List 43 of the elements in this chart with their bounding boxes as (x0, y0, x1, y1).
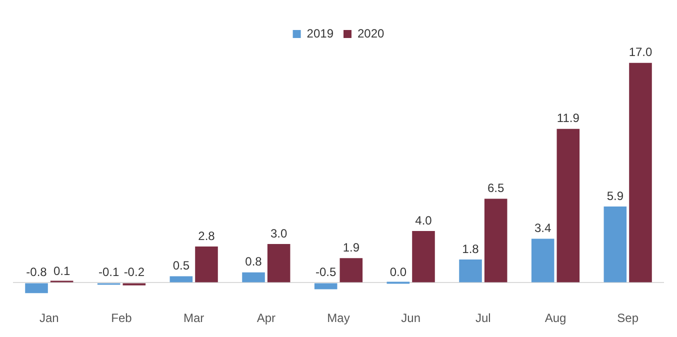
bar (412, 231, 435, 282)
legend-label: 2020 (358, 26, 385, 40)
x-tick-label: Aug (544, 311, 566, 326)
bar (314, 283, 338, 290)
data-label: 2.8 (198, 228, 216, 243)
x-tick-label: Jun (401, 311, 421, 326)
bar (604, 206, 627, 282)
data-label: -0.8 (26, 265, 48, 280)
bar (267, 244, 290, 282)
bar (170, 276, 193, 282)
data-label: 17.0 (628, 45, 652, 60)
bar (25, 283, 48, 294)
data-label: 3.0 (270, 226, 288, 240)
data-label: 5.9 (606, 188, 624, 203)
data-label: -0.1 (98, 265, 120, 280)
data-label: 4.0 (415, 213, 432, 228)
data-label: 0.1 (53, 264, 70, 278)
x-tick-label: Jan (39, 311, 59, 326)
data-label: 3.4 (534, 221, 552, 236)
x-tick-label: May (327, 311, 350, 326)
bar (556, 128, 580, 282)
x-tick-label: Mar (183, 311, 204, 326)
bar (195, 246, 218, 282)
x-tick-label: Sep (617, 311, 639, 326)
data-label: 6.5 (487, 181, 504, 196)
data-label: 1.8 (462, 242, 480, 256)
bar (242, 272, 265, 282)
data-label: 1.9 (342, 240, 360, 254)
data-label: 11.9 (556, 111, 580, 126)
x-tick-label: Jul (475, 311, 491, 326)
legend-label: 2019 (306, 26, 334, 40)
bar (629, 62, 652, 282)
data-label: -0.2 (124, 265, 145, 280)
bar (484, 198, 508, 282)
bar (340, 258, 363, 282)
bar (459, 259, 482, 282)
data-label: -0.5 (316, 265, 336, 280)
x-tick-label: Apr (256, 311, 276, 326)
bar (531, 238, 554, 282)
data-label: 0.8 (245, 254, 262, 269)
data-label: 0.0 (390, 265, 407, 280)
data-label: 0.5 (172, 258, 190, 273)
x-tick-label: Feb (111, 311, 132, 326)
